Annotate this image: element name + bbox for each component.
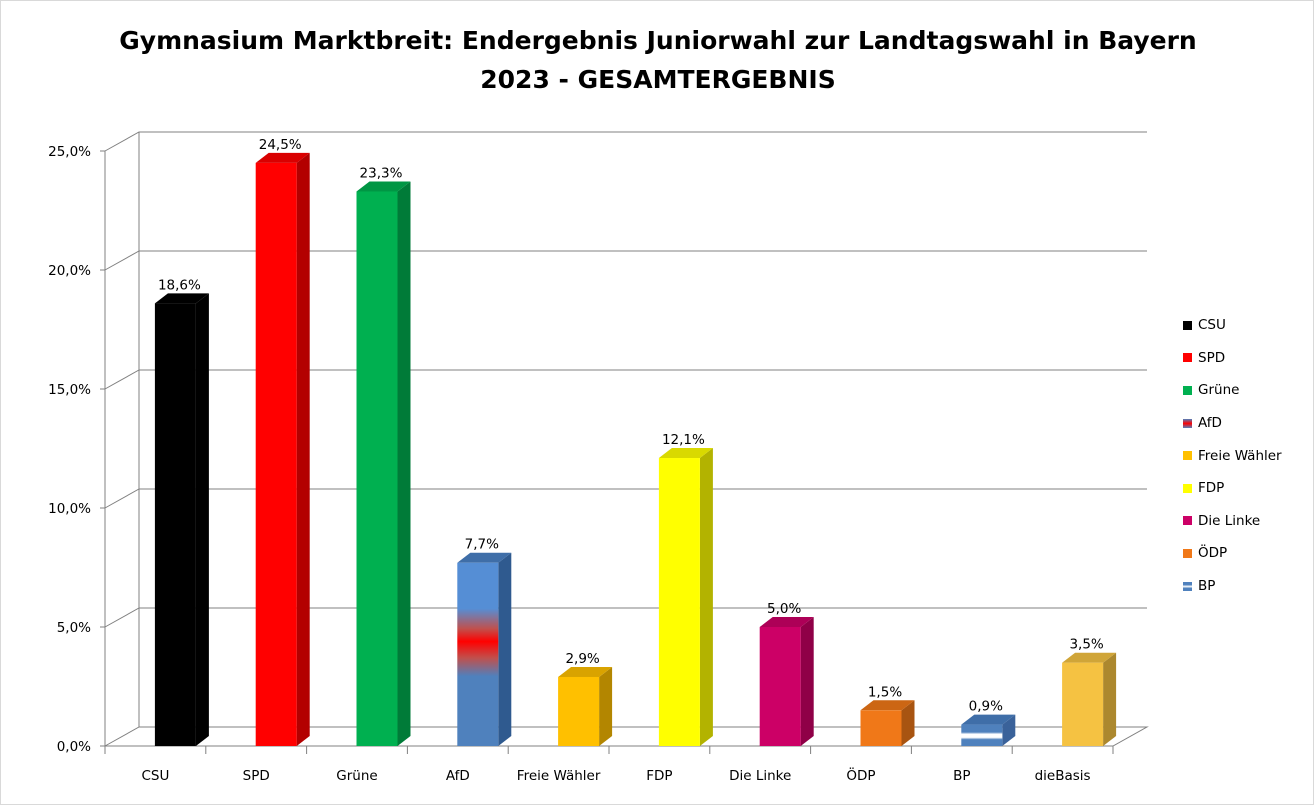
x-tick-label: dieBasis (1035, 768, 1091, 784)
bar-side (1103, 652, 1117, 746)
legend-swatch (1183, 548, 1192, 558)
bar-side (296, 152, 310, 746)
legend-swatch (1183, 483, 1192, 493)
chart-title: Gymnasium Marktbreit: Endergebnis Junior… (1, 21, 1314, 99)
legend-label: Freie Wähler (1198, 447, 1282, 464)
bar-top (255, 152, 310, 163)
bar-csu (154, 293, 209, 746)
bar-front (860, 710, 902, 746)
legend-label: Die Linke (1198, 512, 1261, 529)
bar-spd (255, 152, 310, 746)
bar-front (658, 458, 700, 746)
bar-side (599, 666, 613, 746)
bar-side (1002, 714, 1016, 746)
y-tick-label: 25,0% (48, 144, 91, 160)
legend-swatch (1183, 581, 1192, 591)
bar-top (356, 181, 411, 192)
bar-ödp (860, 700, 915, 746)
bar-front (255, 162, 297, 746)
legend-item: BP (1183, 570, 1282, 603)
legend-swatch (1183, 516, 1192, 526)
bar-top (759, 617, 814, 627)
legend-label: CSU (1198, 317, 1226, 334)
legend-item: AfD (1183, 407, 1282, 440)
legend-item: ÖDP (1183, 537, 1282, 570)
legend-label: BP (1198, 578, 1216, 595)
bar-top (860, 700, 915, 711)
bar-side (498, 552, 512, 746)
y-tick-label: 0,0% (57, 739, 91, 755)
bar-top (1062, 652, 1117, 663)
legend-item: Grüne (1183, 374, 1282, 407)
bar-top (457, 552, 512, 563)
chart-legend: CSU SPD Grüne AfD Freie Wähler FDP Die Linke ÖD… (1183, 309, 1282, 602)
bar-diebasis (1062, 652, 1117, 746)
y-tick-label: 5,0% (57, 620, 91, 636)
x-tick-label: Die Linke (729, 768, 791, 784)
legend-swatch (1183, 385, 1192, 395)
bar-grüne (356, 181, 411, 746)
bar-front (457, 562, 499, 746)
bar-front (154, 303, 196, 746)
y-tick-label: 15,0% (48, 382, 91, 398)
legend-swatch (1183, 353, 1192, 363)
legend-label: AfD (1198, 415, 1222, 432)
bar-die-linke (759, 617, 814, 746)
bar-side (195, 293, 209, 746)
x-tick-label: ÖDP (846, 766, 875, 784)
legend-label: SPD (1198, 349, 1226, 366)
data-label: 12,1% (662, 432, 705, 448)
data-label: 5,0% (767, 601, 801, 617)
x-tick-label: CSU (141, 768, 169, 784)
legend-item: CSU (1183, 309, 1282, 342)
x-tick-label: AfD (446, 768, 470, 784)
y-tick-label: 10,0% (48, 501, 91, 517)
bar-side (397, 181, 411, 746)
bar-afd (457, 552, 512, 746)
legend-label: Grüne (1198, 382, 1240, 399)
bar-top (658, 448, 713, 459)
data-label: 7,7% (465, 537, 499, 553)
data-label: 3,5% (1069, 637, 1103, 653)
x-tick-label: BP (953, 768, 970, 784)
legend-swatch (1183, 451, 1192, 461)
chart-title-line-2: 2023 - GESAMTERGEBNIS (480, 65, 836, 94)
legend-swatch (1183, 320, 1192, 330)
chart-title-line-1: Gymnasium Marktbreit: Endergebnis Junior… (119, 26, 1197, 55)
x-tick-label: SPD (243, 768, 270, 784)
legend-item: FDP (1183, 472, 1282, 505)
data-label: 0,9% (969, 699, 1003, 715)
bar-front (356, 191, 398, 746)
legend-item: Freie Wähler (1183, 439, 1282, 472)
x-tick-label: Freie Wähler (517, 768, 601, 784)
bar-side (699, 448, 713, 746)
bar-top (154, 293, 209, 304)
y-tick-label: 20,0% (48, 263, 91, 279)
legend-label: ÖDP (1198, 545, 1228, 562)
bar-fdp (658, 448, 713, 746)
data-label: 23,3% (360, 165, 403, 181)
data-label: 2,9% (565, 651, 599, 667)
bar-front (558, 676, 600, 746)
bar-side (901, 700, 915, 746)
data-label: 18,6% (158, 277, 201, 293)
bar-top (961, 714, 1016, 725)
bar-top (558, 666, 613, 677)
bar-front (1062, 662, 1104, 746)
legend-item: Die Linke (1183, 505, 1282, 538)
bar-side (800, 617, 814, 746)
bar-bp (961, 714, 1016, 746)
data-label: 1,5% (868, 684, 902, 700)
data-label: 24,5% (259, 137, 302, 153)
legend-swatch (1183, 418, 1192, 428)
bar-front (759, 627, 801, 746)
bar-front (961, 724, 1003, 746)
legend-label: FDP (1198, 480, 1225, 497)
legend-item: SPD (1183, 342, 1282, 375)
bar-freie-wähler (558, 666, 613, 746)
x-tick-label: FDP (646, 768, 672, 784)
x-tick-label: Grüne (336, 768, 377, 784)
